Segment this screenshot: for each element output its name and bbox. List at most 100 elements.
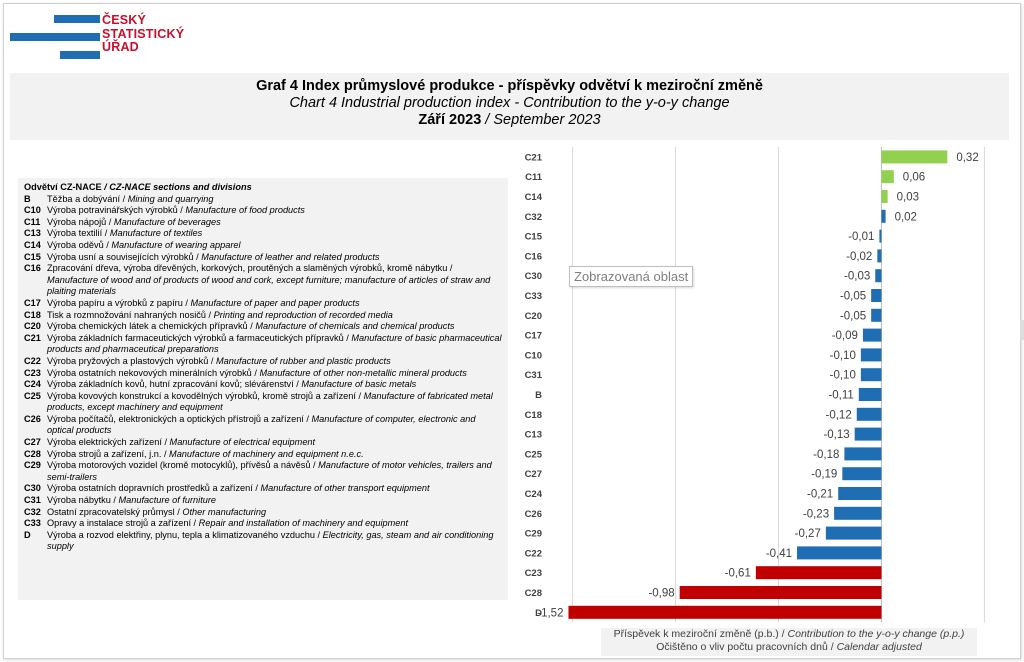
legend-item-code: D xyxy=(24,529,31,540)
category-tick-label: B xyxy=(535,390,542,401)
scroll-handle[interactable] xyxy=(1020,320,1024,340)
legend-item-en: Manufacture of basic pharmaceutical prod… xyxy=(47,332,502,355)
legend-item-en: Manufacture of leather and related produ… xyxy=(201,251,380,262)
legend-item-code: C16 xyxy=(24,263,41,274)
legend-item-cz: Výroba motorových vozidel (kromě motocyk… xyxy=(47,460,319,471)
data-label: -0,11 xyxy=(828,390,853,402)
legend-item-code: C32 xyxy=(24,506,41,517)
category-tick-label: C18 xyxy=(525,410,542,421)
legend-item-desc: Výroba papíru a výrobků z papíru / Manuf… xyxy=(47,298,508,310)
legend-item-code: C10 xyxy=(24,205,41,216)
legend-item-code: C29 xyxy=(24,460,41,471)
legend-item: C26 Výroba počítačů, elektronických a opt… xyxy=(18,414,508,437)
footer-line2-cz: Očištěno o vliv počtu pracovních dnů / xyxy=(656,641,837,653)
legend-item-cz: Výroba strojů a zařízení, j.n. / xyxy=(47,448,170,459)
category-tick-label: C30 xyxy=(525,271,542,282)
data-label: -0,01 xyxy=(848,231,874,243)
legend-item: C32 Ostatní zpracovatelský průmysl / Othe… xyxy=(18,507,508,519)
legend-item-code: C20 xyxy=(24,321,41,332)
legend-item: C25 Výroba kovových konstrukcí a kovoděln… xyxy=(18,391,508,414)
legend-item: C20 Výroba chemických látek a chemických … xyxy=(18,321,508,333)
legend-item-code: C28 xyxy=(24,448,41,459)
legend-item-desc: Výroba nápojů / Manufacture of beverages xyxy=(47,217,508,229)
legend-item-desc: Výroba nábytku / Manufacture of furnitur… xyxy=(47,495,508,507)
legend-item-en: Manufacture of other transport equipment xyxy=(260,483,430,494)
data-label: 0,02 xyxy=(895,211,917,223)
legend-item-code: C13 xyxy=(24,228,41,239)
bar xyxy=(862,328,882,342)
bar xyxy=(875,269,882,283)
logo-line-3: ÚŘAD xyxy=(102,40,139,54)
legend-item: C31 Výroba nábytku / Manufacture of furni… xyxy=(18,495,508,507)
legend-item-cz: Výroba pryžových a plastových výrobků / xyxy=(47,355,217,366)
legend-item: C27 Výroba elektrických zařízení / Manufa… xyxy=(18,437,508,449)
data-label: -0,41 xyxy=(766,548,792,560)
legend-item-en: Manufacture of wood and of products of w… xyxy=(47,274,491,297)
legend-item-desc: Výroba ostatních dopravních prostředků a… xyxy=(47,483,508,495)
legend-item-en: Manufacture of rubber and plastic produc… xyxy=(216,355,391,366)
data-label: -0,09 xyxy=(832,330,858,342)
legend-item-en: Printing and reproduction of recorded me… xyxy=(213,309,393,320)
legend-item-en: Other manufacturing xyxy=(182,506,267,517)
footer-line1-cz: Příspěvek k meziroční změně (p.b.) / xyxy=(613,628,788,640)
data-label: -0,12 xyxy=(826,409,852,421)
legend-item: C29 Výroba motorových vozidel (kromě moto… xyxy=(18,460,508,483)
legend-item-desc: Zpracování dřeva, výroba dřevěných, kork… xyxy=(47,263,508,298)
legend-item-cz: Výroba a rozvod elektřiny, plynu, tepla … xyxy=(47,529,323,540)
category-tick-label: C32 xyxy=(525,212,542,223)
footer-line2-en: Calendar adjusted xyxy=(836,641,922,653)
legend-item-en: Manufacture of other non-metallic minera… xyxy=(259,367,467,378)
category-tick-label: C16 xyxy=(525,251,542,262)
legend-item-desc: Výroba kovových konstrukcí a kovodělných… xyxy=(47,391,508,414)
legend-item-cz: Výroba nábytku / xyxy=(47,495,119,506)
data-label: -0,98 xyxy=(648,588,674,600)
bar xyxy=(877,249,882,263)
legend-item-en: Manufacture of textiles xyxy=(109,228,203,239)
bar xyxy=(838,487,882,500)
category-tick-label: C10 xyxy=(525,350,542,361)
legend-item-desc: Výroba základních kovů, hutní zpracování… xyxy=(47,379,508,391)
legend-item-cz: Zpracování dřeva, výroba dřevěných, kork… xyxy=(47,263,453,274)
legend-item-code: C11 xyxy=(24,216,41,227)
bar xyxy=(881,170,894,184)
legend-item: C23 Výroba ostatních nekovových minerální… xyxy=(18,368,508,380)
legend-item-desc: Výroba strojů a zařízení, j.n. / Manufac… xyxy=(47,449,508,461)
legend-item-cz: Výroba ostatních dopravních prostředků a… xyxy=(47,483,261,494)
legend-item-en: Manufacture of paper and paper products xyxy=(190,297,360,308)
data-label: -0,21 xyxy=(807,489,833,501)
data-label: -0,05 xyxy=(840,291,866,303)
legend-item-cz: Výroba chemických látek a chemických pří… xyxy=(47,321,256,332)
axis-footer: Příspěvek k meziroční změně (p.b.) / Con… xyxy=(601,628,977,656)
legend-heading: Odvětví CZ-NACE / CZ-NACE sections and d… xyxy=(18,178,508,194)
bar xyxy=(568,605,882,619)
legend-item-cz: Výroba počítačů, elektronických a optick… xyxy=(47,413,312,424)
data-label: -0,23 xyxy=(803,508,829,520)
legend-item-code: C26 xyxy=(24,413,41,424)
legend-item-desc: Výroba pryžových a plastových výrobků / … xyxy=(47,356,508,368)
bar-chart: C21 0,32 C11 0,06 C14 0,03 C32 0,02 C15 -0,01 C16 -… xyxy=(525,147,985,623)
category-tick-label: C20 xyxy=(525,311,542,322)
legend-item-cz: Výroba základních kovů, hutní zpracování… xyxy=(47,379,302,390)
legend-item-code: C17 xyxy=(24,297,41,308)
legend-item-code: C31 xyxy=(24,495,41,506)
legend-item: B Těžba a dobývání / Mining and quarrying xyxy=(18,194,508,206)
data-label: -0,18 xyxy=(813,449,839,461)
plot-area-tooltip: Zobrazovaná oblast xyxy=(569,266,694,287)
legend-item: C24 Výroba základních kovů, hutní zpracov… xyxy=(18,379,508,391)
period-cz: Září 2023 xyxy=(418,112,482,128)
logo-line-1: ČESKÝ xyxy=(102,13,147,27)
category-tick-label: C27 xyxy=(525,469,542,480)
legend-item-desc: Výroba motorových vozidel (kromě motocyk… xyxy=(47,460,508,483)
legend-item-cz: Výroba elektrických zařízení / xyxy=(47,437,170,448)
category-tick-label: C29 xyxy=(525,529,542,540)
data-label: -1,52 xyxy=(537,607,563,619)
legend-item-cz: Výroba ostatních nekovových minerálních … xyxy=(47,367,260,378)
legend-item-cz: Těžba a dobývání / xyxy=(47,193,128,204)
data-label: 0,03 xyxy=(897,192,919,204)
legend-item-en: Manufacture of wearing apparel xyxy=(111,239,241,250)
legend-rows: B Těžba a dobývání / Mining and quarrying… xyxy=(18,194,508,553)
legend-item: C22 Výroba pryžových a plastových výrobků… xyxy=(18,356,508,368)
legend-item: C18 Tisk a rozmnožování nahraných nosičů … xyxy=(18,310,508,322)
legend-item-code: C23 xyxy=(24,367,41,378)
bar xyxy=(842,467,882,481)
